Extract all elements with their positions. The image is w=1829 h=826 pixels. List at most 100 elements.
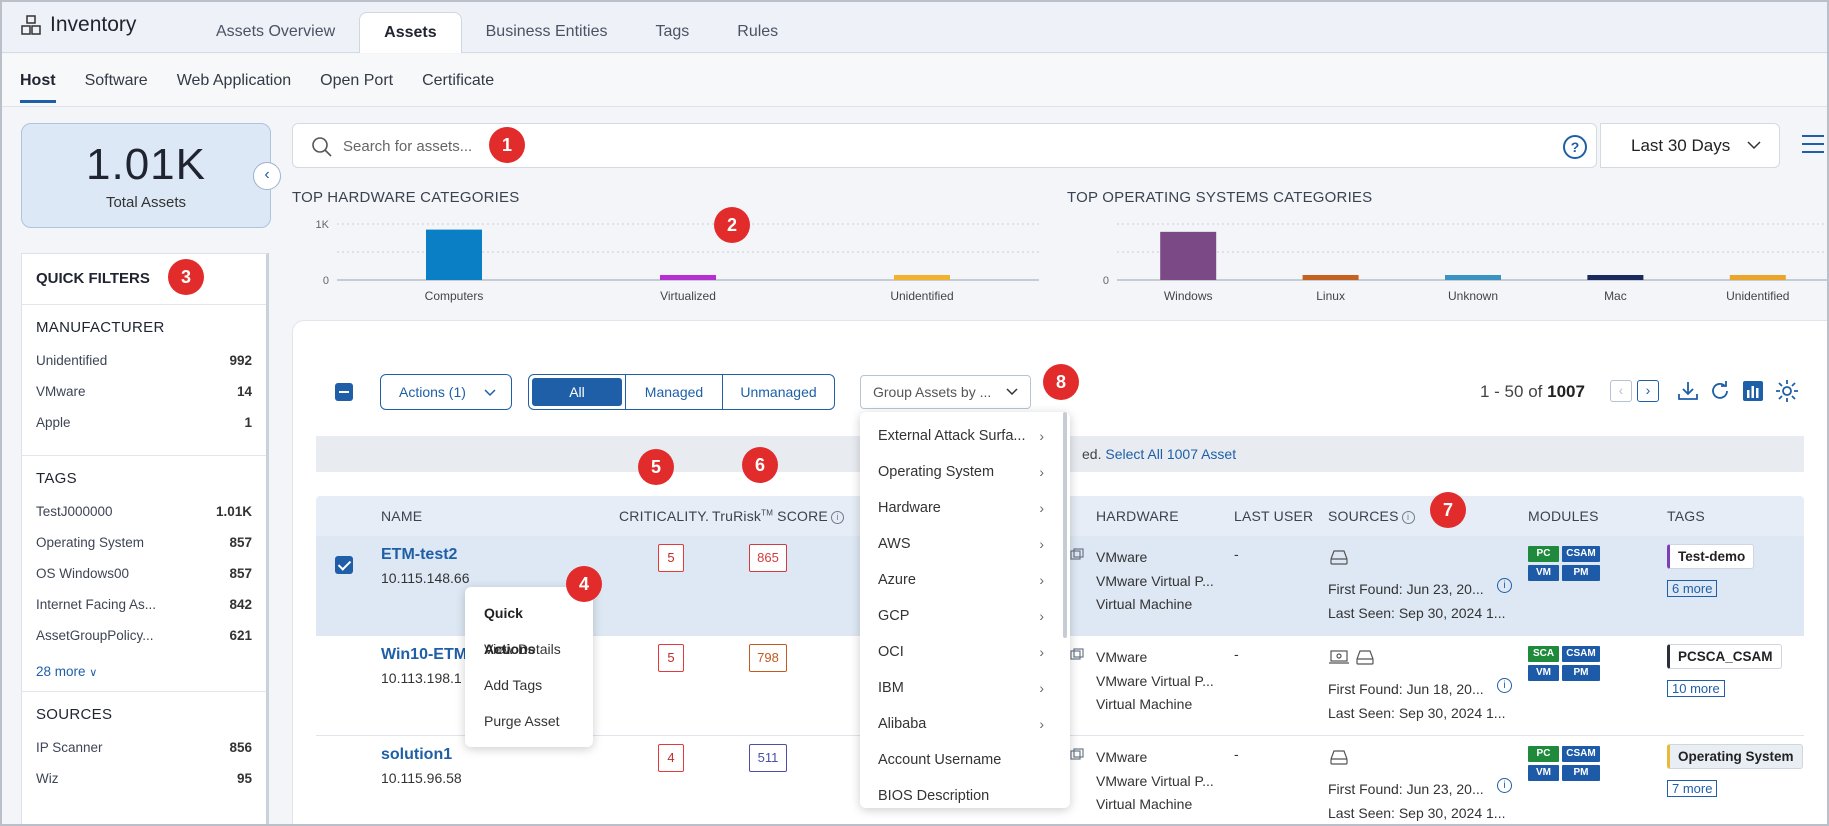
- col-criticality[interactable]: CRITICALITY.: [619, 508, 710, 524]
- more-tags-link[interactable]: 10 more: [1667, 680, 1725, 697]
- group-option-label: Alibaba: [878, 716, 927, 732]
- y-tick-label: 0: [1103, 275, 1109, 287]
- col-trurisk-score[interactable]: TruRiskTM SCORE i: [712, 508, 844, 524]
- group-assets-label: Group Assets by ...: [873, 384, 992, 400]
- selection-notice-text: ed. Select All 1007 Asset: [1082, 446, 1236, 462]
- filter-all-button[interactable]: All: [532, 378, 622, 406]
- select-all-checkbox[interactable]: [335, 383, 353, 401]
- group-assets-select[interactable]: Group Assets by ...: [860, 375, 1031, 409]
- asset-ip: 10.115.96.58: [381, 770, 462, 786]
- hard-drive-icon: [1330, 550, 1348, 565]
- prev-page-button[interactable]: ‹: [1610, 380, 1632, 402]
- filter-count: 1.01K: [215, 504, 252, 519]
- show-more-tags-link[interactable]: 28 more ∨: [36, 664, 252, 679]
- collapse-panel-button[interactable]: ‹: [253, 162, 281, 190]
- group-option[interactable]: OCI ›: [860, 634, 1070, 670]
- menu-icon[interactable]: [1802, 135, 1824, 159]
- filter-item[interactable]: AssetGroupPolicy... 621: [36, 625, 252, 656]
- group-assets-dropdown: External Attack Surfa... › Operating Syste…: [860, 412, 1070, 808]
- menu-item-add-tags[interactable]: Add Tags: [484, 677, 543, 693]
- info-icon[interactable]: i: [1401, 511, 1415, 524]
- tab-assets[interactable]: Assets: [359, 12, 462, 53]
- col-sources[interactable]: SOURCES i: [1328, 508, 1415, 524]
- info-icon[interactable]: i: [830, 511, 844, 524]
- filter-item[interactable]: Unidentified 992: [36, 350, 252, 381]
- subtab-open-port[interactable]: Open Port: [320, 72, 394, 89]
- subtab-host[interactable]: Host: [20, 54, 56, 106]
- subtab-certificate[interactable]: Certificate: [422, 72, 495, 89]
- pagination-range: 1 - 50 of: [1480, 382, 1543, 401]
- info-icon[interactable]: i: [1497, 578, 1512, 593]
- actions-button[interactable]: Actions (1): [380, 374, 512, 410]
- group-option[interactable]: AWS ›: [860, 526, 1070, 562]
- dropdown-scrollbar[interactable]: [1063, 412, 1067, 638]
- last-seen: Last Seen: Sep 30, 2024 1...: [1328, 605, 1506, 621]
- tab-assets-overview[interactable]: Assets Overview: [216, 23, 336, 40]
- info-icon[interactable]: i: [1497, 678, 1512, 693]
- first-found: First Found: Jun 23, 20...: [1328, 581, 1484, 597]
- date-range-select[interactable]: Last 30 Days: [1600, 123, 1780, 168]
- filter-item[interactable]: Internet Facing As... 842: [36, 594, 252, 625]
- info-icon[interactable]: i: [1497, 778, 1512, 793]
- more-tags-link[interactable]: 6 more: [1667, 580, 1718, 597]
- hardware-type: Virtual Machine: [1096, 796, 1193, 812]
- marker-5: 5: [638, 449, 674, 485]
- filter-count: 14: [236, 384, 252, 399]
- group-option[interactable]: Alibaba ›: [860, 706, 1070, 742]
- total-assets-label: Total Assets: [105, 194, 187, 211]
- select-all-link[interactable]: Select All 1007 Asset: [1105, 446, 1237, 462]
- menu-item-purge-asset[interactable]: Purge Asset: [484, 713, 560, 729]
- filter-item[interactable]: Wiz 95: [36, 768, 252, 799]
- group-option[interactable]: Account Username: [860, 742, 1070, 778]
- module-badge: CSAM: [1562, 746, 1600, 762]
- asset-name-link[interactable]: ETM-test2: [381, 546, 458, 563]
- col-last-user[interactable]: LAST USER: [1234, 508, 1314, 524]
- filter-count: 992: [229, 353, 252, 368]
- filter-managed-button[interactable]: Managed: [625, 375, 722, 409]
- tab-business-entities[interactable]: Business Entities: [485, 23, 608, 40]
- subtab-software[interactable]: Software: [84, 72, 148, 89]
- notice-text: ed.: [1082, 446, 1102, 462]
- filter-item[interactable]: TestJ000000 1.01K: [36, 501, 252, 532]
- quick-filters-title: QUICK FILTERS: [22, 254, 266, 305]
- tag-chip[interactable]: Test-demo: [1667, 544, 1755, 569]
- group-option[interactable]: External Attack Surfa... ›: [860, 418, 1070, 454]
- group-option[interactable]: Hardware ›: [860, 490, 1070, 526]
- subtab-web-application[interactable]: Web Application: [176, 72, 292, 89]
- filter-item[interactable]: Apple 1: [36, 412, 252, 443]
- tag-chip[interactable]: Operating System: [1667, 744, 1803, 769]
- tag-chip[interactable]: PCSCA_CSAM: [1667, 644, 1782, 669]
- tab-rules[interactable]: Rules: [737, 23, 779, 40]
- group-option[interactable]: BIOS Description: [860, 778, 1070, 808]
- next-page-button[interactable]: ›: [1637, 380, 1659, 402]
- download-icon[interactable]: [1675, 378, 1701, 404]
- asset-name-link[interactable]: solution1: [381, 746, 453, 763]
- filter-item[interactable]: Operating System 857: [36, 532, 252, 563]
- asset-ip: 10.113.198.1: [381, 670, 462, 686]
- group-option[interactable]: Azure ›: [860, 562, 1070, 598]
- group-option-label: External Attack Surfa...: [878, 428, 1026, 444]
- more-tags-link[interactable]: 7 more: [1667, 780, 1718, 797]
- filter-item[interactable]: VMware 14: [36, 381, 252, 412]
- filter-item[interactable]: OS Windows00 857: [36, 563, 252, 594]
- refresh-icon[interactable]: [1707, 378, 1733, 404]
- asset-name-link[interactable]: Win10-ETM: [381, 646, 468, 663]
- hardware-model: VMware Virtual P...: [1096, 572, 1214, 589]
- group-option[interactable]: IBM ›: [860, 670, 1070, 706]
- menu-item-view-details[interactable]: View Details: [484, 641, 561, 657]
- group-option[interactable]: Operating System ›: [860, 454, 1070, 490]
- col-modules[interactable]: MODULES: [1528, 508, 1599, 524]
- trurisk-tm: TM: [761, 508, 774, 518]
- col-name[interactable]: NAME: [381, 508, 423, 524]
- group-option[interactable]: GCP ›: [860, 598, 1070, 634]
- help-icon[interactable]: ?: [1563, 135, 1587, 159]
- col-tags[interactable]: TAGS: [1667, 508, 1705, 524]
- row-checkbox[interactable]: [335, 556, 353, 574]
- chart-view-icon[interactable]: [1740, 378, 1766, 404]
- filter-unmanaged-button[interactable]: Unmanaged: [722, 375, 834, 409]
- settings-gear-icon[interactable]: [1774, 378, 1800, 404]
- os-categories-chart: 0 Windows Linux Unknown Mac Unidentified: [1103, 223, 1827, 303]
- filter-item[interactable]: IP Scanner 856: [36, 737, 252, 768]
- col-hardware[interactable]: HARDWARE: [1096, 508, 1179, 524]
- tab-tags[interactable]: Tags: [655, 23, 690, 40]
